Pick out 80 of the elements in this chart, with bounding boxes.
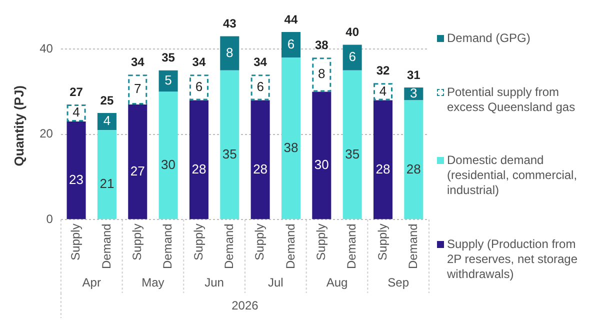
x-tick-label: Supply <box>375 224 390 260</box>
data-label: 28 <box>192 161 206 176</box>
data-label: 6 <box>195 79 203 94</box>
text: Sep <box>388 275 410 290</box>
total-label: 44 <box>284 12 298 26</box>
x-tick-label: Demand <box>344 224 359 269</box>
data-label: 30 <box>314 157 329 172</box>
bar <box>66 122 86 220</box>
bar <box>220 70 240 220</box>
data-label: 4 <box>72 104 80 120</box>
total-label: 43 <box>222 16 237 31</box>
bar <box>281 58 300 220</box>
total-label: 35 <box>162 50 176 65</box>
x-tick-label: Supply <box>191 224 206 260</box>
text: Jul <box>268 275 284 290</box>
data-label: 30 <box>161 157 176 172</box>
data-label: 38 <box>284 140 298 155</box>
bar <box>97 113 116 130</box>
x-tick-label: Demand <box>283 224 298 269</box>
total-label: 25 <box>100 93 114 108</box>
total-label: 27 <box>70 84 84 99</box>
x-tick-label: Supply <box>130 224 144 260</box>
y-tick-label: 0 <box>46 212 54 226</box>
y-tick-label: 40 <box>40 41 54 56</box>
text: Apr <box>82 275 101 290</box>
bar <box>342 70 362 220</box>
bar <box>220 36 240 70</box>
data-label: 4 <box>379 83 387 98</box>
x-tick-label: Demand <box>406 224 420 269</box>
total-label: 38 <box>314 38 329 52</box>
data-label: 8 <box>318 66 326 82</box>
bar <box>158 70 178 92</box>
total-label: 34 <box>130 54 145 69</box>
legend-label: Domestic demand (residential, commercial, industrial) <box>447 153 578 198</box>
total-label: 34 <box>254 54 268 69</box>
data-label: 28 <box>406 161 421 176</box>
text: Jun <box>204 275 224 290</box>
bar <box>250 100 270 220</box>
x-axis-title: 2026 <box>232 298 259 312</box>
data-label: 35 <box>345 146 360 162</box>
legend-label: Supply (Production from 2P reserves, net storage withdrawals) <box>447 236 579 282</box>
data-label: 6 <box>348 49 356 64</box>
y-axis-title: Quantity (PJ) <box>11 85 26 166</box>
data-label: 6 <box>287 36 295 52</box>
data-label: 6 <box>256 79 264 94</box>
x-tick-label: Demand <box>99 224 114 269</box>
bar <box>373 100 392 220</box>
text: Aug <box>326 275 348 290</box>
bar <box>158 92 178 220</box>
data-label: 5 <box>164 72 172 88</box>
bar <box>97 130 116 220</box>
y-tick-label: 20 <box>40 126 54 141</box>
total-label: 32 <box>376 63 390 78</box>
data-label: 28 <box>376 161 390 176</box>
bar <box>312 92 332 220</box>
x-tick-label: Supply <box>252 224 267 260</box>
data-label: 7 <box>134 81 142 96</box>
total-label: 40 <box>346 25 360 40</box>
data-label: 21 <box>100 176 114 192</box>
bar <box>281 32 300 58</box>
data-label: 35 <box>222 146 237 162</box>
data-label: 28 <box>253 161 268 176</box>
bar <box>128 104 148 220</box>
data-label: 4 <box>103 113 111 128</box>
data-label: 27 <box>130 163 145 178</box>
x-tick-label: Supply <box>314 224 328 260</box>
data-label: 8 <box>226 44 234 60</box>
x-tick-label: Demand <box>222 224 236 269</box>
text: May <box>142 275 164 290</box>
x-tick-label: Supply <box>68 224 83 260</box>
x-tick-label: Demand <box>160 224 175 269</box>
data-label: 23 <box>69 172 84 187</box>
bar <box>404 100 424 220</box>
data-label: 3 <box>410 85 418 100</box>
legend-label: Demand (GPG) <box>447 31 530 46</box>
total-label: 34 <box>192 54 206 69</box>
bar <box>342 44 362 70</box>
legend-label: Potential supply from excess Queensland gas <box>447 84 576 115</box>
total-label: 31 <box>406 68 421 82</box>
bar <box>189 100 208 220</box>
